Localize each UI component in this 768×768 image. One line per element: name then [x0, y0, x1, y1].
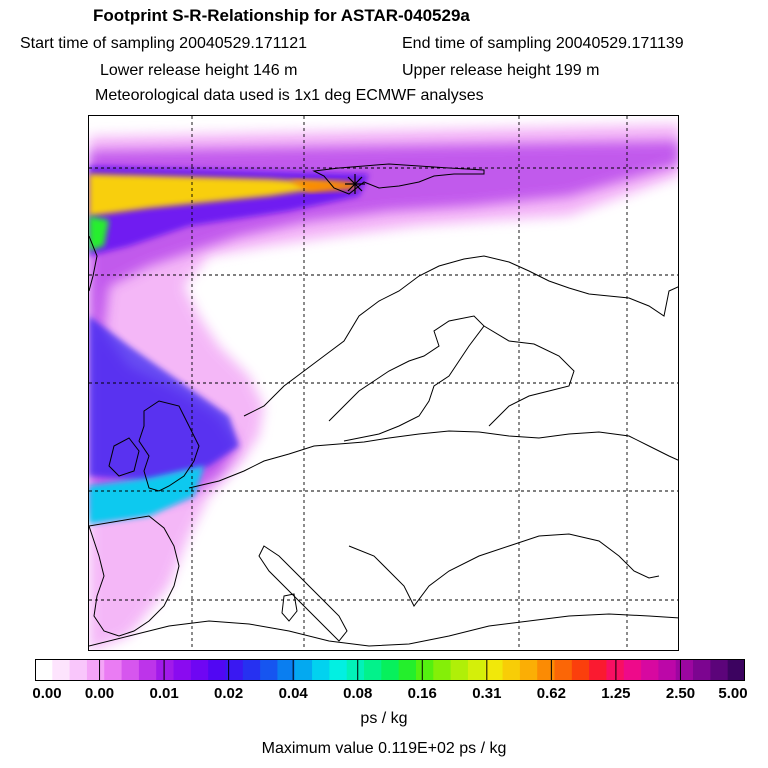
colorbar-swatch: [346, 659, 365, 681]
colorbar-swatch: [69, 659, 88, 681]
colorbar-tick-label: 0.00: [32, 685, 62, 702]
colorbar-swatch: [35, 659, 53, 681]
colorbar-swatch: [502, 659, 521, 681]
colorbar-swatch: [398, 659, 417, 681]
colorbar-swatch: [641, 659, 660, 681]
colorbar-tick-label: 1.25: [601, 685, 631, 702]
footprint-plume: [89, 124, 678, 650]
colorbar-unit-label: ps / kg: [360, 710, 408, 727]
coast-iberia: [89, 515, 180, 637]
graticule: [89, 116, 678, 650]
colorbar-tick-label: 0.00: [84, 685, 115, 702]
colorbar: [35, 659, 745, 681]
colorbar-swatch: [450, 659, 469, 681]
colorbar-swatch: [242, 659, 261, 681]
coast-baltic: [328, 315, 485, 442]
lower-release-height-label: Lower release height 146 m: [100, 62, 298, 79]
colorbar-swatch: [156, 659, 175, 681]
plume-cyan: [89, 466, 204, 524]
colorbar-swatch: [485, 659, 504, 681]
colorbar-swatch: [415, 659, 434, 681]
coast-scandinavia: [243, 255, 678, 417]
coastlines: [89, 163, 678, 647]
coast-italy: [258, 545, 348, 642]
plume-green: [89, 216, 109, 251]
chart-title: Footprint S-R-Relationship for ASTAR-040…: [93, 6, 470, 25]
receptor-star-icon: [345, 174, 365, 194]
colorbar-border: [35, 659, 745, 681]
colorbar-swatch: [519, 659, 538, 681]
colorbar-swatch: [104, 659, 123, 681]
upper-release-height-label: Upper release height 199 m: [402, 62, 600, 79]
footprint-map-svg: [89, 116, 678, 650]
coast-ireland: [108, 437, 140, 477]
colorbar-tick-label: 0.31: [472, 685, 502, 702]
colorbar-swatch: [364, 659, 382, 681]
colorbar-tick-label: 0.62: [536, 685, 566, 702]
colorbar-swatch: [554, 659, 573, 681]
coast-balkans-blacksea: [348, 533, 660, 607]
colorbar-tick-label: 0.08: [343, 685, 373, 702]
colorbar-swatch: [86, 659, 105, 681]
coast-europe-mainland: [188, 430, 678, 489]
coast-british-isles: [138, 400, 200, 492]
colorbar-swatch: [173, 659, 192, 681]
colorbar-swatch: [571, 659, 590, 681]
colorbar-tick-label: 0.16: [407, 685, 437, 702]
colorbar-swatch: [675, 659, 694, 681]
maximum-value-label: Maximum value 0.119E+02 ps / kg: [261, 740, 507, 757]
colorbar-tick-label: 0.02: [214, 685, 244, 702]
plume-middle: [89, 141, 678, 516]
end-time-label: End time of sampling 20040529.171139: [402, 35, 684, 52]
colorbar-swatch: [467, 659, 486, 681]
coast-greenland-edge: [89, 235, 98, 292]
colorbar-swatch: [537, 659, 556, 681]
colorbar-swatch: [623, 659, 642, 681]
colorbar-swatch: [589, 659, 608, 681]
plume-orange: [289, 180, 357, 192]
colorbar-swatch: [225, 659, 244, 681]
coast-finland: [483, 325, 575, 427]
footprint-map: [88, 115, 679, 651]
colorbar-swatch: [208, 659, 227, 681]
colorbar-swatch: [433, 659, 452, 681]
colorbar-tick-label: 2.50: [665, 685, 696, 702]
colorbar-swatch: [658, 659, 677, 681]
coast-sardinia-corsica: [281, 593, 298, 622]
colorbar-swatch: [294, 659, 313, 681]
colorbar-swatch: [121, 659, 140, 681]
colorbar-swatch: [52, 659, 71, 681]
colorbar-swatch: [260, 659, 279, 681]
plume-yellow: [89, 174, 349, 216]
colorbar-swatch: [381, 659, 400, 681]
colorbar-swatch: [277, 659, 296, 681]
colorbar-tick-label: 5.00: [718, 685, 748, 702]
colorbar-swatch: [710, 659, 729, 681]
colorbar-swatch: [693, 659, 711, 681]
coast-africa: [89, 613, 678, 647]
colorbar-tick-label: 0.01: [149, 685, 179, 702]
colorbar-tick-label: 0.04: [278, 685, 308, 702]
colorbar-swatch: [138, 659, 157, 681]
colorbar-swatch: [329, 659, 348, 681]
colorbar-swatch: [312, 659, 330, 681]
meteorological-data-label: Meteorological data used is 1x1 deg ECMW…: [95, 87, 484, 104]
colorbar-swatch: [727, 659, 745, 681]
colorbar-swatch: [190, 659, 209, 681]
coast-svalbard: [312, 163, 485, 195]
start-time-label: Start time of sampling 20040529.171121: [20, 35, 308, 52]
